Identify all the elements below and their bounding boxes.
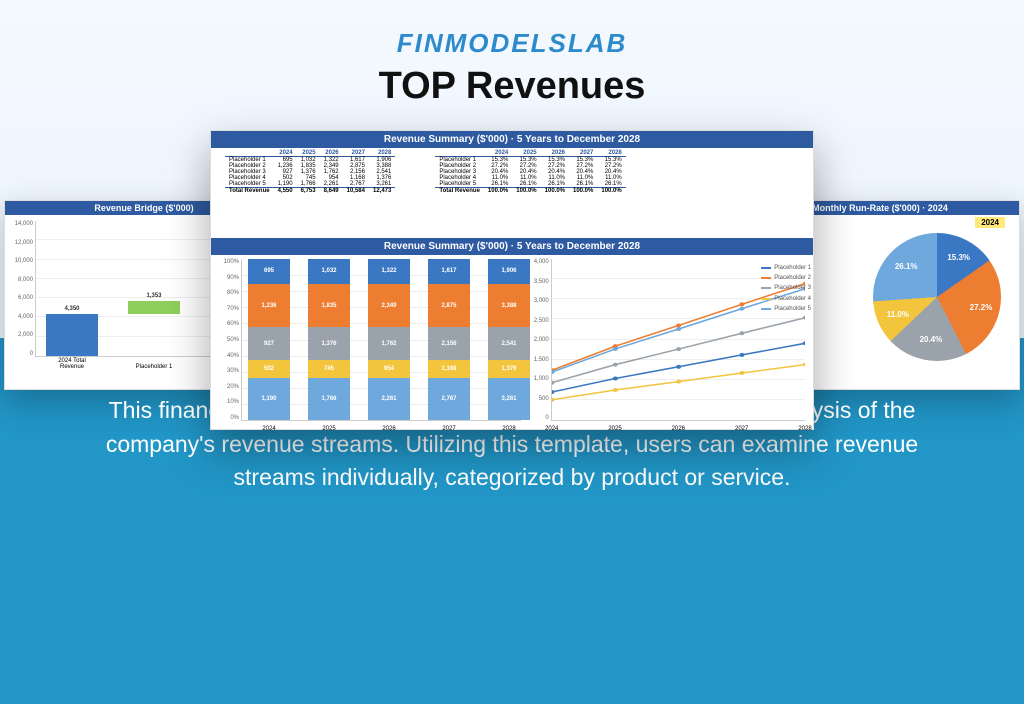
stacked-segment: 3,388: [488, 284, 530, 328]
line-legend: Placeholder 1Placeholder 2Placeholder 3P…: [761, 263, 811, 314]
summary-title: Revenue Summary ($'000) · 5 Years to Dec…: [211, 131, 813, 148]
line-legend-item: Placeholder 2: [761, 273, 811, 283]
stacked-segment: 1,617: [428, 259, 470, 284]
stacked-segment: 745: [308, 360, 350, 378]
stacked-column: 2,2619541,7622,3491,322: [368, 259, 410, 420]
pie-slice-label: 20.4%: [920, 335, 943, 344]
stacked-segment: 1,766: [308, 378, 350, 420]
line-legend-item: Placeholder 5: [761, 304, 811, 314]
summary-subtable: 20242025202620272028Placeholder 16951,03…: [225, 150, 395, 194]
stacked-column: 3,2611,3762,5413,3881,906: [488, 259, 530, 420]
stacked-bar-chart: 100%90%80%70%60%50%40%30%20%10%0% 1,1905…: [217, 255, 523, 437]
pie-year-badge: 2024: [975, 217, 1005, 228]
stacked-segment: 695: [248, 259, 290, 284]
summary-table: 20242025202620272028Placeholder 16951,03…: [217, 148, 807, 196]
line-legend-item: Placeholder 1: [761, 263, 811, 273]
stacked-segment: 1,835: [308, 284, 350, 328]
chart-strip: Revenue Bridge ($'000) 14,00012,00010,00…: [0, 130, 1024, 430]
header-region: FINMODELSLAB TOP Revenues Revenue Bridge…: [0, 0, 1024, 338]
bridge-bar: 4,350: [46, 314, 98, 356]
bridge-y-axis: 14,00012,00010,0008,0006,0004,0002,0000: [7, 221, 33, 357]
page-title: TOP Revenues: [0, 65, 1024, 108]
pie-slice-label: 15.3%: [947, 253, 970, 262]
stacked-segment: 502: [248, 360, 290, 378]
stacked-segment: 3,261: [488, 378, 530, 420]
stacked-segment: 1,322: [368, 259, 410, 284]
stacked-plot: 1,1905029271,23669520241,7667451,3761,83…: [241, 259, 521, 421]
stacked-title: Revenue Summary ($'000) · 5 Years to Dec…: [211, 238, 813, 255]
line-legend-item: Placeholder 3: [761, 283, 811, 293]
line-legend-item: Placeholder 4: [761, 294, 811, 304]
line-y-axis: 4,0003,5003,0002,5002,0001,5001,0005000: [527, 259, 549, 421]
stacked-column: 2,7671,1682,1562,8751,617: [428, 259, 470, 420]
pie-slice-label: 26.1%: [895, 262, 918, 271]
stacked-y-axis: 100%90%80%70%60%50%40%30%20%10%0%: [217, 259, 239, 421]
stacked-segment: 2,156: [428, 327, 470, 360]
stacked-segment: 1,376: [308, 327, 350, 360]
stacked-segment: 1,168: [428, 360, 470, 378]
stacked-column: 1,7667451,3761,8351,032: [308, 259, 350, 420]
stacked-segment: 1,032: [308, 259, 350, 284]
stacked-segment: 2,261: [368, 378, 410, 420]
stacked-segment: 927: [248, 327, 290, 360]
stacked-column: 1,1905029271,236695: [248, 259, 290, 420]
bridge-bar: 1,353: [128, 301, 180, 314]
pie-slice-label: 11.0%: [887, 310, 909, 319]
stacked-segment: 1,236: [248, 284, 290, 328]
stacked-segment: 2,349: [368, 284, 410, 328]
stacked-segment: 2,767: [428, 378, 470, 420]
brand-logo: FINMODELSLAB: [0, 28, 1024, 59]
stacked-segment: 2,541: [488, 327, 530, 360]
line-chart: 4,0003,5003,0002,5002,0001,5001,0005000 …: [527, 255, 807, 437]
stacked-segment: 954: [368, 360, 410, 378]
stacked-segment: 1,376: [488, 360, 530, 378]
stacked-segment: 1,906: [488, 259, 530, 284]
stacked-segment: 1,190: [248, 378, 290, 420]
summary-subtable: 20242025202620272028Placeholder 115.3%15…: [435, 150, 625, 194]
stacked-segment: 2,875: [428, 284, 470, 328]
summary-card: Revenue Summary ($'000) · 5 Years to Dec…: [210, 130, 814, 430]
stacked-segment: 1,762: [368, 327, 410, 360]
pie-slice-label: 27.2%: [970, 303, 993, 312]
